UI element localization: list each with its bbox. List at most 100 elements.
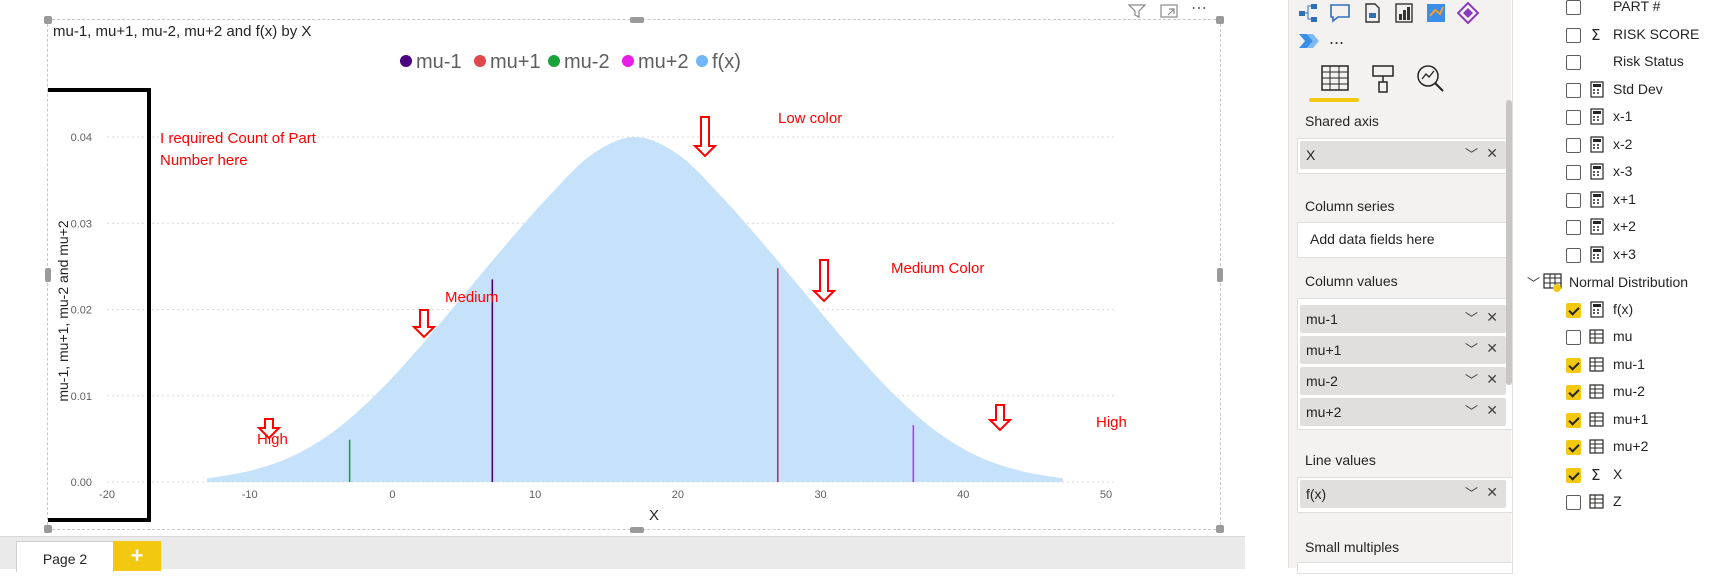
resize-handle[interactable] <box>1216 16 1224 24</box>
chevron-down-icon[interactable]: ﹀ <box>1464 342 1478 357</box>
column-values-field-pill[interactable]: mu-1 ﹀ ✕ <box>1300 305 1506 333</box>
field-item[interactable]: mu-1 <box>1513 352 1716 378</box>
legend-marker <box>622 55 634 67</box>
field-checkbox[interactable] <box>1566 330 1581 345</box>
chevron-down-icon[interactable]: ﹀ <box>1464 404 1478 419</box>
field-checkbox[interactable] <box>1566 467 1581 483</box>
field-item[interactable]: x-3 <box>1513 159 1716 185</box>
resize-handle[interactable] <box>44 16 52 24</box>
line-values-well[interactable]: f(x) ﹀ ✕ <box>1297 477 1513 513</box>
field-label: f(x) <box>1613 300 1634 317</box>
remove-field-icon[interactable]: ✕ <box>1486 484 1498 500</box>
qa-visual-icon[interactable] <box>1329 2 1351 24</box>
field-checkbox[interactable] <box>1566 412 1581 428</box>
combo-chart-visual[interactable]: ⋯ mu-1, mu+1, mu-2, mu+2 and f(x) by X 0… <box>44 0 1224 533</box>
field-item[interactable]: mu+2 <box>1513 434 1716 460</box>
svg-text:Σ: Σ <box>1591 26 1600 43</box>
field-checkbox[interactable] <box>1566 27 1581 43</box>
field-label: mu+2 <box>1613 438 1649 454</box>
field-checkbox[interactable] <box>1566 55 1581 70</box>
x-tick-label: 40 <box>957 489 969 501</box>
resize-handle[interactable] <box>1216 525 1224 533</box>
column-values-field-pill[interactable]: mu+1 ﹀ ✕ <box>1300 336 1506 364</box>
more-options-icon[interactable]: ⋯ <box>1191 0 1207 17</box>
power-automate-icon[interactable] <box>1425 2 1447 24</box>
field-checkbox[interactable] <box>1566 0 1581 15</box>
shared-axis-field-pill[interactable]: X ﹀ ✕ <box>1300 141 1506 169</box>
paginated-report-icon[interactable] <box>1361 2 1383 24</box>
resize-handle[interactable] <box>630 17 644 23</box>
page-tab[interactable]: Page 2 <box>16 541 114 572</box>
remove-field-icon[interactable]: ✕ <box>1486 371 1498 387</box>
remove-field-icon[interactable]: ✕ <box>1486 402 1498 418</box>
key-influencers-icon[interactable] <box>1393 2 1415 24</box>
field-checkbox[interactable] <box>1566 165 1581 180</box>
remove-field-icon[interactable]: ✕ <box>1486 340 1498 356</box>
column-series-well[interactable]: Add data fields here <box>1297 222 1513 258</box>
field-item[interactable]: PART # <box>1513 0 1716 20</box>
focus-mode-icon[interactable] <box>1160 4 1178 23</box>
field-checkbox[interactable] <box>1566 247 1581 263</box>
field-checkbox[interactable] <box>1566 192 1581 208</box>
field-checkbox[interactable] <box>1566 110 1581 125</box>
legend-label: mu+1 <box>490 51 541 73</box>
tab-format-visual[interactable] <box>1365 62 1401 98</box>
field-label: x+1 <box>1613 190 1636 207</box>
remove-field-icon[interactable]: ✕ <box>1486 145 1498 161</box>
column-values-well[interactable]: mu-1 ﹀ ✕ mu+1 ﹀ ✕ mu-2 ﹀ ✕ mu+2 ﹀ ✕ <box>1297 298 1513 430</box>
pane-scrollbar[interactable] <box>1506 100 1512 385</box>
field-item[interactable]: x+1 <box>1513 187 1716 213</box>
small-multiples-well[interactable] <box>1297 562 1513 574</box>
field-item[interactable]: f(x) <box>1513 297 1716 323</box>
legend-marker <box>474 55 486 67</box>
chevron-down-icon[interactable]: ﹀ <box>1464 147 1478 162</box>
tab-build-visual[interactable] <box>1317 62 1353 98</box>
tab-analytics[interactable] <box>1413 62 1449 98</box>
line-values-field-pill[interactable]: f(x) ﹀ ✕ <box>1300 480 1506 508</box>
field-item[interactable]: x+3 <box>1513 242 1716 268</box>
field-item[interactable]: mu <box>1513 324 1716 350</box>
table-icon <box>1543 272 1563 297</box>
resize-handle[interactable] <box>1217 268 1223 282</box>
field-checkbox[interactable] <box>1566 440 1581 455</box>
field-item[interactable]: Risk Status <box>1513 49 1716 75</box>
column-values-field-pill[interactable]: mu-2 ﹀ ✕ <box>1300 367 1506 395</box>
more-visuals-icon[interactable]: ... <box>1329 28 1345 48</box>
field-item[interactable]: mu-2 <box>1513 379 1716 405</box>
field-checkbox[interactable] <box>1566 82 1581 98</box>
table-group-normal-distribution[interactable]: ﹀ Normal Distribution <box>1513 270 1716 296</box>
field-checkbox[interactable] <box>1566 220 1581 235</box>
resize-handle[interactable] <box>630 527 644 533</box>
chevron-down-icon[interactable]: ﹀ <box>1464 373 1478 388</box>
field-checkbox[interactable] <box>1566 357 1581 373</box>
field-item[interactable]: x-1 <box>1513 104 1716 130</box>
group-label: Normal Distribution <box>1569 274 1689 290</box>
field-item[interactable]: Σ RISK SCORE <box>1513 22 1716 48</box>
field-checkbox[interactable] <box>1566 385 1581 400</box>
annotation-count-note: I required Count of Part <box>160 130 317 147</box>
column-values-field-pill[interactable]: mu+2 ﹀ ✕ <box>1300 398 1506 426</box>
chevron-down-icon[interactable]: ﹀ <box>1464 486 1478 501</box>
shared-axis-well[interactable]: X ﹀ ✕ <box>1297 138 1513 174</box>
filter-icon[interactable] <box>1127 4 1147 23</box>
down-arrow-icon <box>811 259 837 303</box>
add-page-button[interactable]: + <box>113 541 161 571</box>
field-item[interactable]: Std Dev <box>1513 77 1716 103</box>
remove-field-icon[interactable]: ✕ <box>1486 309 1498 325</box>
field-item[interactable]: mu+1 <box>1513 407 1716 433</box>
chevron-down-icon[interactable]: ﹀ <box>1464 311 1478 326</box>
calculator-icon <box>1589 108 1605 125</box>
field-item[interactable]: Z <box>1513 489 1716 515</box>
resize-handle[interactable] <box>45 268 51 282</box>
field-checkbox[interactable] <box>1566 137 1581 153</box>
power-automate-flow-icon[interactable] <box>1297 30 1319 52</box>
power-apps-icon[interactable] <box>1456 1 1480 25</box>
field-item[interactable]: x+2 <box>1513 214 1716 240</box>
field-item[interactable]: x-2 <box>1513 132 1716 158</box>
resize-handle[interactable] <box>44 525 52 533</box>
chevron-down-icon[interactable]: ﹀ <box>1527 276 1541 291</box>
field-checkbox[interactable] <box>1566 302 1581 318</box>
decomposition-tree-icon[interactable] <box>1297 2 1319 24</box>
field-checkbox[interactable] <box>1566 495 1581 510</box>
